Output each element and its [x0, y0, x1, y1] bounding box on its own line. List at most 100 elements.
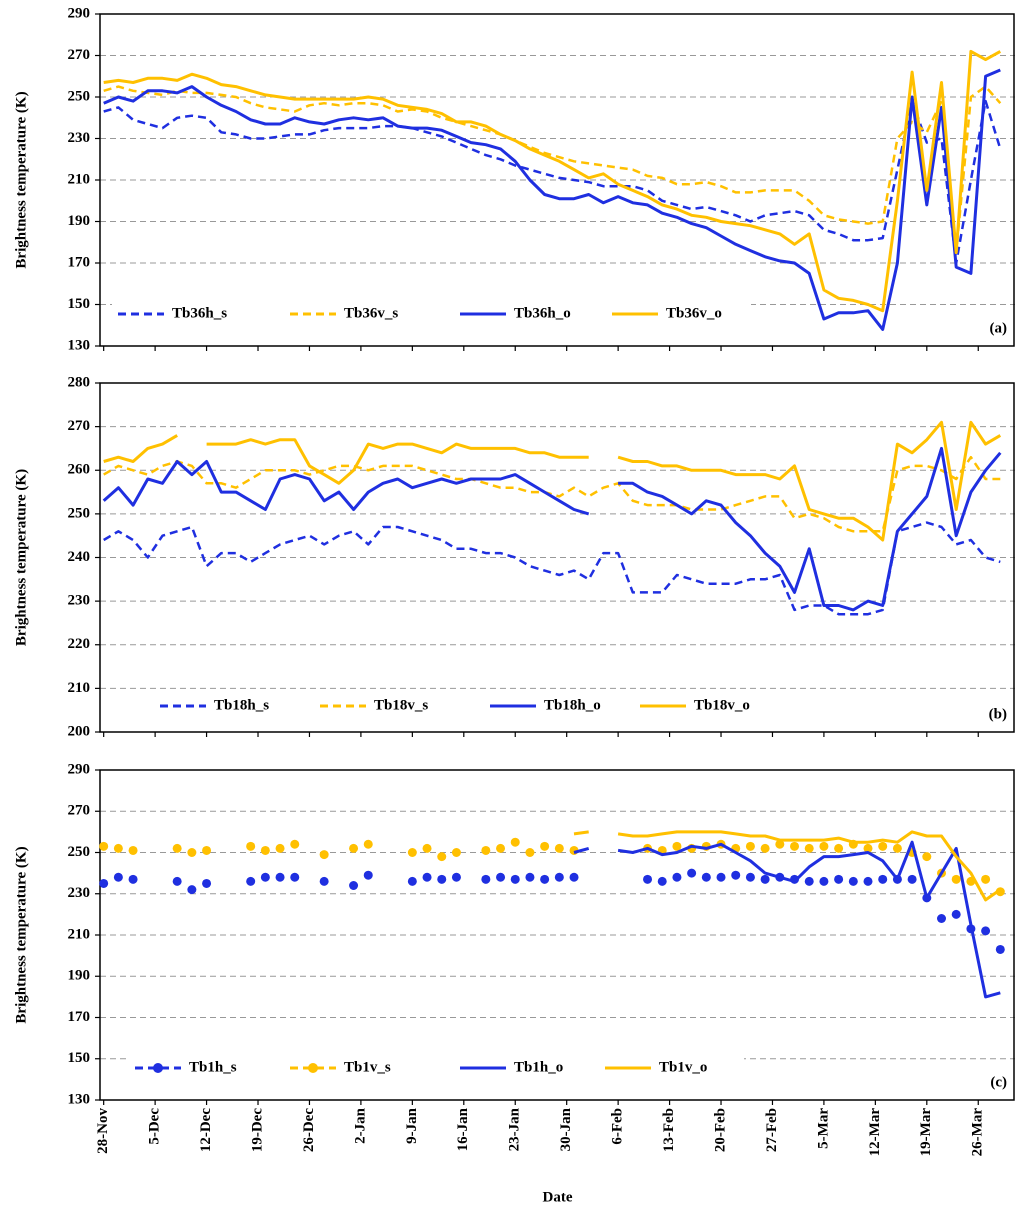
y-tick-label: 220	[68, 636, 91, 652]
legend-label: Tb1v_s	[344, 1059, 391, 1075]
x-tick-label: 26-Mar	[970, 1108, 986, 1157]
y-tick-label: 250	[68, 505, 91, 521]
data-line	[103, 455, 1001, 533]
y-tick-label: 230	[68, 885, 91, 901]
data-point	[790, 841, 800, 851]
plot-frame	[99, 382, 1015, 733]
data-point	[481, 874, 491, 884]
data-point	[275, 843, 285, 853]
data-point	[540, 874, 550, 884]
data-point	[128, 874, 138, 884]
data-point	[731, 870, 741, 880]
plot-frame	[99, 769, 1015, 1101]
data-point	[451, 848, 461, 857]
data-point	[554, 872, 564, 882]
data-point	[834, 874, 844, 884]
x-tick-label: 27-Feb	[764, 1108, 780, 1152]
x-tick-label: 13-Feb	[661, 1108, 677, 1152]
legend-label: Tb1h_s	[189, 1059, 237, 1075]
x-tick-label: 23-Jan	[507, 1107, 523, 1151]
data-line	[103, 521, 1001, 616]
data-point	[687, 868, 697, 878]
data-line	[103, 68, 1001, 331]
data-point	[804, 876, 814, 886]
y-tick-label: 190	[68, 968, 91, 984]
data-point	[863, 843, 873, 853]
data-point	[202, 878, 212, 888]
y-tick-label: 280	[68, 374, 91, 390]
data-point	[260, 872, 270, 882]
y-tick-label: 290	[68, 5, 91, 21]
data-point	[407, 876, 417, 886]
data-point	[760, 874, 770, 884]
legend-marker	[308, 1063, 318, 1073]
data-point	[981, 874, 991, 884]
x-tick-label: 28-Nov	[95, 1108, 111, 1154]
data-line	[573, 840, 1001, 999]
y-tick-label: 230	[68, 593, 91, 609]
y-tick-label: 230	[68, 130, 91, 146]
y-tick-label: 190	[68, 213, 91, 229]
data-point	[819, 876, 829, 886]
data-point	[907, 874, 917, 884]
data-point	[451, 872, 461, 882]
data-point	[510, 837, 520, 847]
legend-label: Tb18v_o	[694, 697, 750, 713]
x-tick-label: 12-Mar	[867, 1108, 883, 1157]
x-tick-label: 12-Dec	[198, 1108, 214, 1152]
data-point	[187, 885, 197, 895]
legend-label: Tb36h_o	[514, 305, 571, 321]
y-tick-label: 150	[68, 1050, 91, 1066]
data-point	[363, 870, 373, 880]
data-point	[349, 843, 359, 853]
data-point	[540, 841, 550, 851]
data-line	[103, 99, 1002, 265]
data-point	[892, 843, 902, 853]
panel-label: (c)	[990, 1074, 1007, 1090]
data-point	[554, 843, 564, 853]
y-tick-label: 290	[68, 761, 91, 777]
data-point	[775, 839, 785, 849]
data-point	[128, 845, 138, 855]
y-tick-label: 130	[68, 1091, 91, 1107]
data-point	[981, 926, 991, 936]
y-tick-label: 260	[68, 462, 91, 478]
x-tick-label: 5-Dec	[147, 1108, 163, 1145]
legend-label: Tb18h_o	[544, 697, 601, 713]
data-point	[496, 843, 506, 853]
panel-label: (a)	[990, 320, 1008, 336]
legend-label: Tb36v_o	[666, 305, 722, 321]
data-point	[760, 843, 770, 853]
data-point	[672, 841, 682, 851]
data-point	[819, 841, 829, 851]
data-point	[290, 872, 300, 882]
data-point	[848, 876, 858, 886]
data-point	[187, 848, 197, 857]
data-point	[407, 848, 417, 857]
data-point	[716, 872, 726, 882]
y-tick-label: 270	[68, 803, 91, 819]
legend-label: Tb1v_o	[659, 1059, 707, 1075]
data-point	[99, 878, 109, 888]
data-point	[878, 841, 888, 851]
x-tick-label: 5-Mar	[815, 1108, 831, 1149]
data-line	[103, 420, 1002, 542]
x-tick-label: 16-Jan	[455, 1107, 471, 1151]
data-point	[525, 872, 535, 882]
data-point	[422, 843, 432, 853]
data-point	[319, 850, 329, 860]
y-tick-label: 250	[68, 844, 91, 860]
y-tick-label: 240	[68, 549, 91, 565]
data-point	[701, 872, 711, 882]
data-point	[510, 874, 520, 884]
legend-label: Tb1h_o	[514, 1059, 563, 1075]
y-tick-label: 200	[68, 723, 91, 739]
y-axis-label: Brightness temperature (K)	[13, 846, 29, 1023]
x-tick-label: 26-Dec	[301, 1108, 317, 1152]
data-point	[349, 881, 359, 890]
y-tick-label: 170	[68, 254, 91, 270]
data-point	[99, 841, 109, 851]
y-axis-label: Brightness temperature (K)	[13, 469, 29, 646]
data-point	[172, 876, 182, 886]
